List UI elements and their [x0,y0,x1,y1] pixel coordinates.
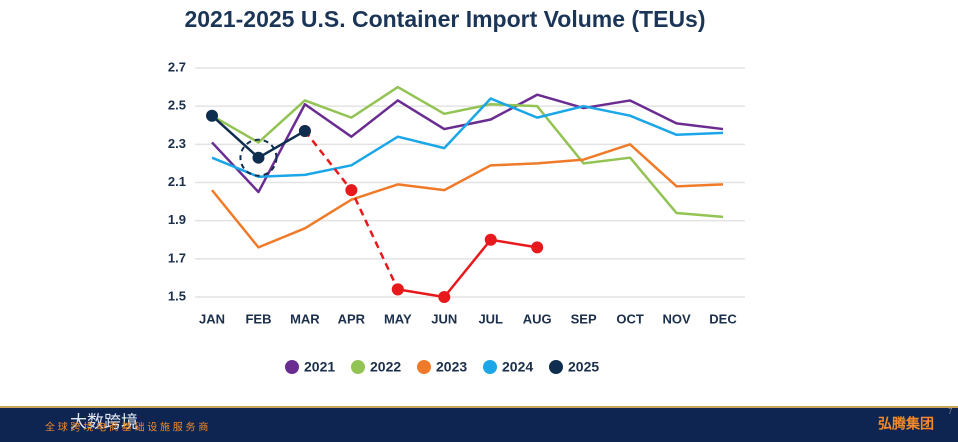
series-line [211,114,306,159]
y-tick-label: 2.7 [168,59,186,74]
chart-title: 2021-2025 U.S. Container Import Volume (… [184,6,705,32]
x-tick-label: JAN [199,311,225,326]
legend-label: 2025 [568,359,599,375]
point-marker [252,151,265,164]
x-tick-label: OCT [616,311,644,326]
x-tick-label: FEB [245,311,271,326]
series-line [211,143,724,249]
x-tick-label: APR [338,311,366,326]
legend-label: 2021 [304,359,335,375]
legend-swatch [417,360,431,374]
legend-label: 2023 [436,359,467,375]
footer-tagline: 全 球 跨 境 电 商 基 础 设 施 服 务 商 [45,421,208,434]
series-line [211,97,724,179]
footer-brand-right: 弘腾集团 [878,416,934,432]
point-marker [438,291,451,303]
legend-swatch [483,360,497,374]
point-marker [206,109,218,122]
point-marker [345,184,358,197]
series-line [211,85,724,219]
x-tick-label: AUG [523,311,552,326]
x-tick-label: DEC [709,311,737,326]
y-tick-label: 2.1 [168,174,186,189]
x-tick-label: JUL [478,311,503,326]
footer-rule [0,406,958,408]
x-tick-label: MAY [384,311,412,326]
y-tick-label: 1.5 [168,288,186,303]
legend-label: 2024 [502,359,533,375]
point-marker [531,241,544,254]
point-marker [484,233,497,246]
footer-bar [0,408,958,442]
y-tick-label: 2.3 [168,136,186,151]
x-tick-label: NOV [662,311,691,326]
legend-swatch [351,360,365,374]
series-line [397,238,538,299]
x-tick-label: MAR [290,311,320,326]
legend-swatch [285,360,299,374]
y-tick-label: 1.7 [168,250,186,265]
series-line [303,130,399,290]
x-tick-label: SEP [571,311,597,326]
point-marker [391,283,404,296]
legend-label: 2022 [370,359,401,375]
y-tick-label: 2.5 [168,98,186,113]
footer-brand-left: 大数跨境 [70,412,138,431]
x-tick-label: JUN [431,311,457,326]
page-number: 7 [948,407,953,416]
y-tick-label: 1.9 [168,212,186,227]
legend-swatch [549,360,563,374]
point-marker [298,124,311,137]
highlight-ring [239,138,278,177]
